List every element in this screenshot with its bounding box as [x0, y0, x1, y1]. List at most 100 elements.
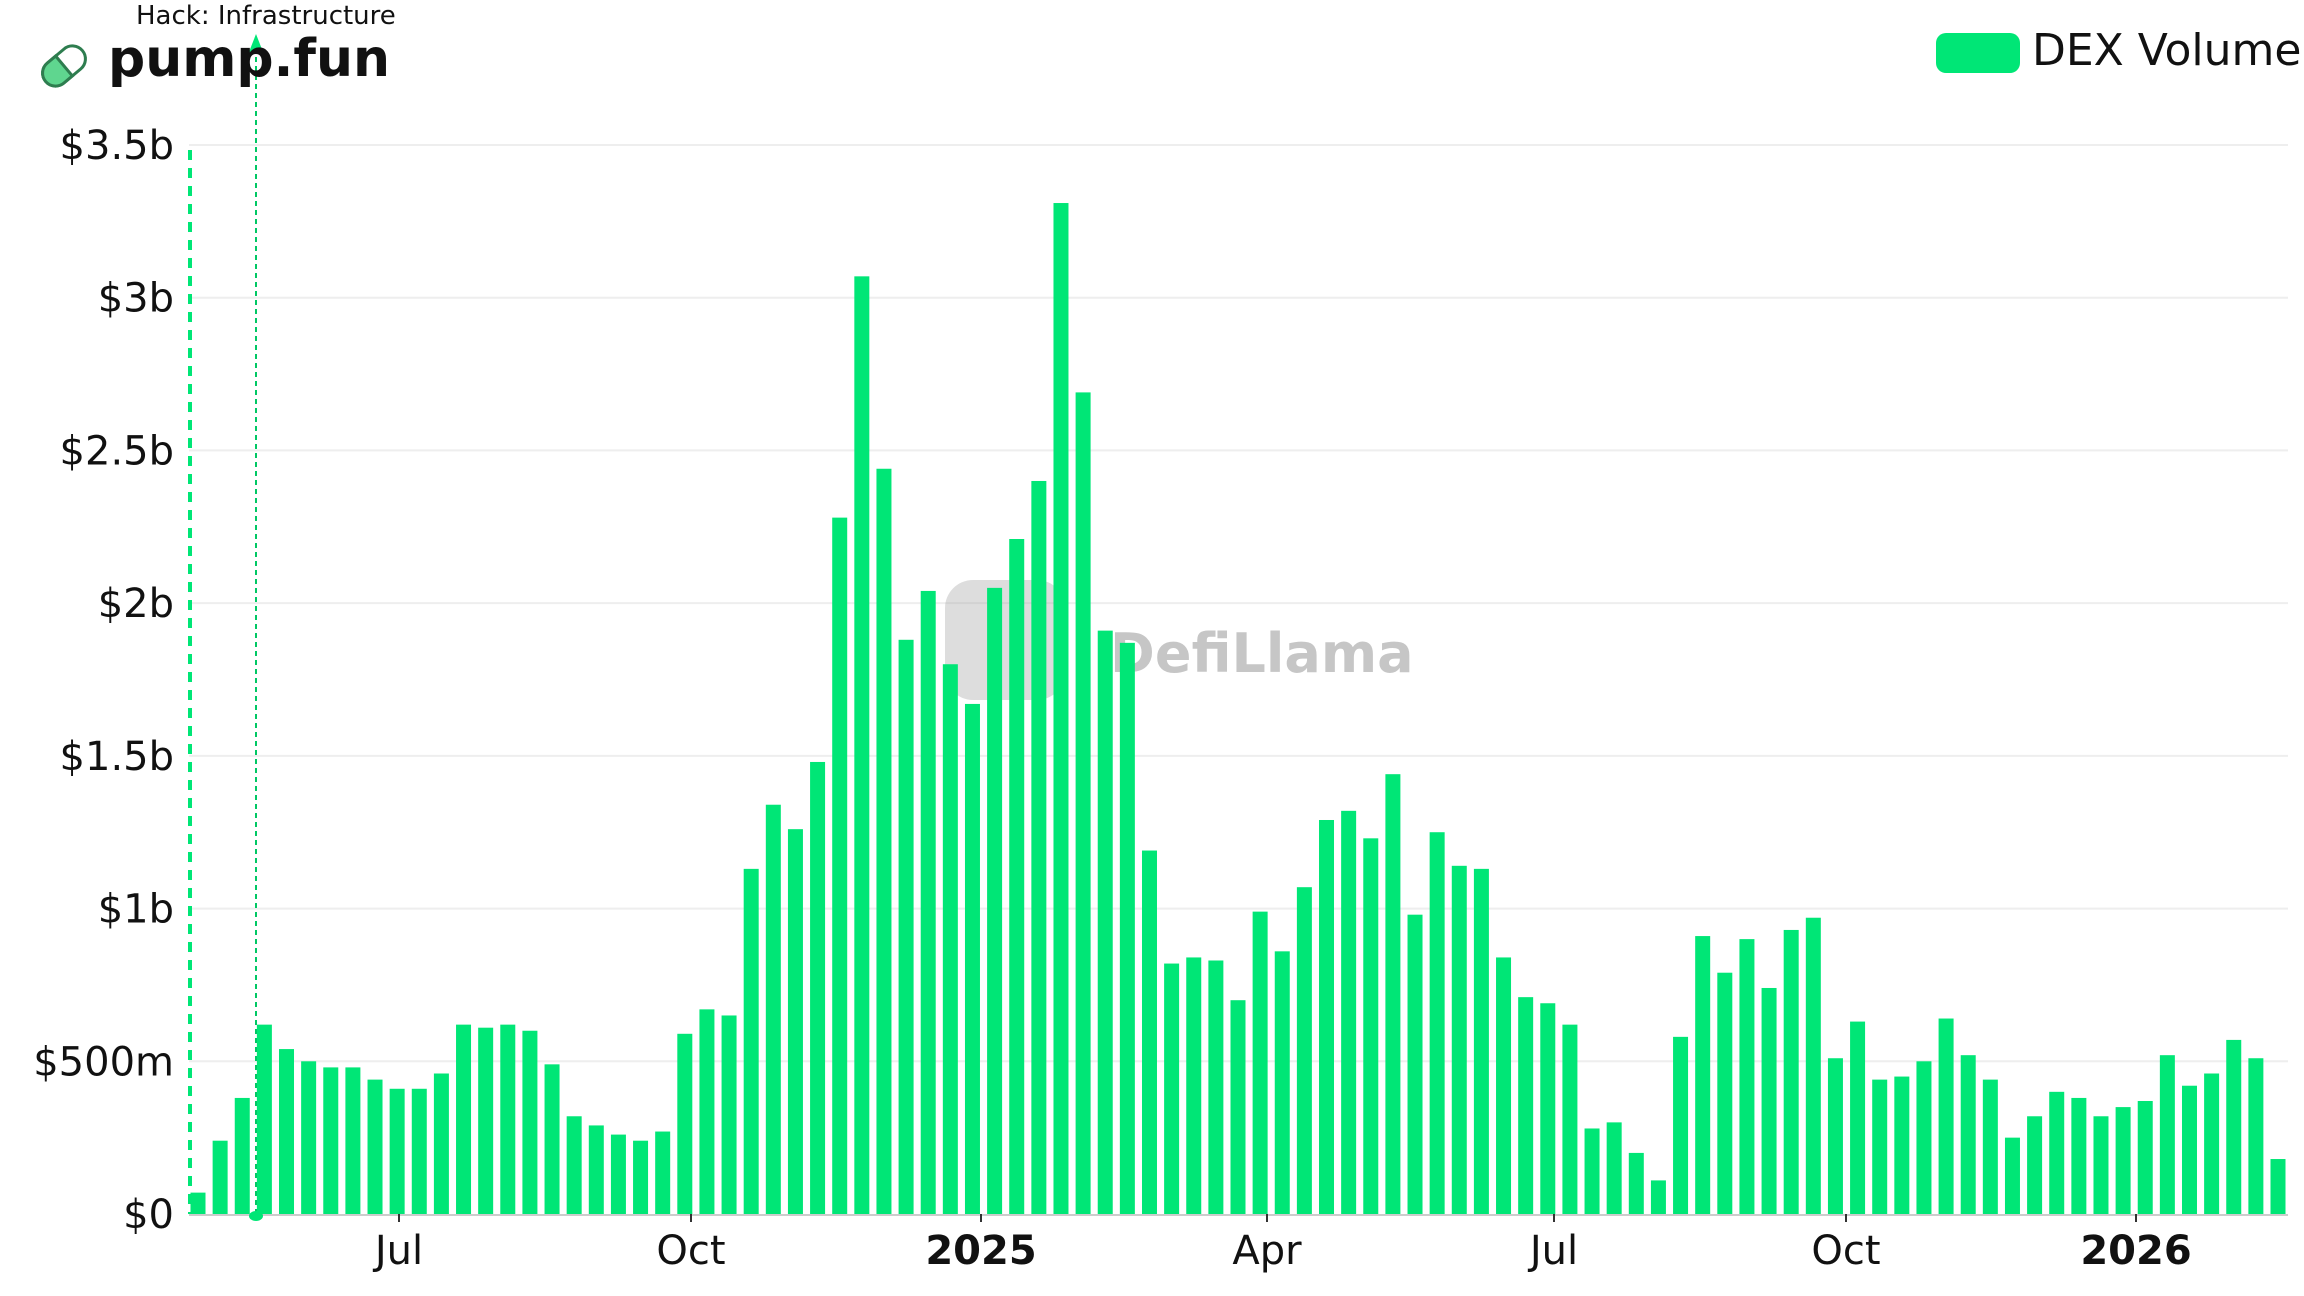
page-title: pump.fun: [108, 29, 390, 89]
bar[interactable]: [1850, 1021, 1866, 1214]
bar[interactable]: [1075, 392, 1091, 1214]
bar[interactable]: [1518, 997, 1534, 1214]
bar[interactable]: [1296, 887, 1312, 1214]
bar[interactable]: [1141, 850, 1157, 1214]
bar[interactable]: [1783, 929, 1799, 1214]
bar[interactable]: [1717, 972, 1733, 1214]
bar[interactable]: [1009, 539, 1025, 1214]
bar[interactable]: [544, 1064, 560, 1214]
bar[interactable]: [1496, 957, 1512, 1214]
bar[interactable]: [1916, 1061, 1932, 1214]
bar[interactable]: [2049, 1091, 2065, 1214]
bar[interactable]: [190, 1192, 206, 1214]
bar[interactable]: [212, 1140, 228, 1214]
bar[interactable]: [1407, 914, 1423, 1214]
legend-label[interactable]: DEX Volume: [2032, 25, 2301, 76]
bar[interactable]: [1827, 1058, 1843, 1214]
bar[interactable]: [1208, 960, 1224, 1214]
bar[interactable]: [500, 1024, 516, 1214]
bar[interactable]: [1186, 957, 1202, 1214]
hack-marker-dot[interactable]: [249, 1211, 263, 1221]
bar[interactable]: [1894, 1076, 1910, 1214]
bar[interactable]: [1274, 951, 1290, 1214]
bar[interactable]: [920, 590, 936, 1214]
bar[interactable]: [743, 868, 759, 1214]
bar[interactable]: [234, 1097, 250, 1214]
bar[interactable]: [1341, 810, 1357, 1214]
x-axis-labels: Jul Oct 2025 Apr Jul Oct 2026: [372, 1214, 2192, 1274]
bar[interactable]: [1230, 1000, 1246, 1214]
bar[interactable]: [1805, 917, 1821, 1214]
bar[interactable]: [345, 1067, 361, 1214]
bar[interactable]: [1628, 1152, 1644, 1214]
bar[interactable]: [1097, 630, 1113, 1214]
bar[interactable]: [1650, 1180, 1666, 1214]
bar[interactable]: [2004, 1137, 2020, 1214]
bar[interactable]: [2226, 1039, 2242, 1214]
bar[interactable]: [522, 1030, 538, 1214]
bar[interactable]: [588, 1125, 604, 1214]
bar[interactable]: [2159, 1055, 2175, 1214]
legend-swatch[interactable]: [1936, 33, 2020, 73]
bar[interactable]: [367, 1079, 383, 1214]
bar[interactable]: [301, 1061, 317, 1214]
bar[interactable]: [832, 517, 848, 1214]
bar[interactable]: [1695, 936, 1711, 1214]
bar[interactable]: [2181, 1085, 2197, 1214]
bar[interactable]: [1761, 987, 1777, 1214]
bar[interactable]: [2204, 1073, 2220, 1214]
bar[interactable]: [478, 1027, 494, 1214]
bar[interactable]: [389, 1088, 405, 1214]
bar[interactable]: [1938, 1018, 1954, 1214]
bar[interactable]: [1606, 1122, 1622, 1214]
bar[interactable]: [699, 1009, 715, 1214]
bar[interactable]: [433, 1073, 449, 1214]
bar[interactable]: [1164, 963, 1180, 1214]
bar[interactable]: [677, 1033, 693, 1214]
bar[interactable]: [2027, 1116, 2043, 1214]
bar[interactable]: [566, 1116, 582, 1214]
bar[interactable]: [2270, 1159, 2286, 1214]
bar[interactable]: [1363, 838, 1379, 1214]
bar[interactable]: [721, 1015, 737, 1214]
bar[interactable]: [633, 1140, 649, 1214]
bar[interactable]: [1673, 1036, 1689, 1214]
bar[interactable]: [1872, 1079, 1888, 1214]
bar[interactable]: [1473, 868, 1489, 1214]
bar[interactable]: [1540, 1003, 1556, 1214]
bar[interactable]: [1960, 1055, 1976, 1214]
bar[interactable]: [854, 276, 870, 1214]
bar[interactable]: [1252, 911, 1268, 1214]
bar[interactable]: [610, 1134, 626, 1214]
bar[interactable]: [765, 804, 781, 1214]
bar[interactable]: [810, 761, 826, 1214]
bar[interactable]: [1739, 939, 1755, 1214]
bar[interactable]: [456, 1024, 472, 1214]
bar[interactable]: [1319, 819, 1335, 1214]
bar[interactable]: [964, 703, 980, 1214]
bar[interactable]: [942, 664, 958, 1214]
bar[interactable]: [2071, 1097, 2087, 1214]
bar[interactable]: [1451, 865, 1467, 1214]
bar[interactable]: [787, 829, 803, 1214]
bar[interactable]: [256, 1024, 272, 1214]
bar[interactable]: [655, 1131, 671, 1214]
bar[interactable]: [987, 587, 1003, 1214]
bar[interactable]: [1982, 1079, 1998, 1214]
bar[interactable]: [2137, 1100, 2153, 1214]
bar[interactable]: [1053, 203, 1069, 1214]
bar[interactable]: [1562, 1024, 1578, 1214]
bar[interactable]: [1584, 1128, 1600, 1214]
bar[interactable]: [1385, 774, 1401, 1214]
bar[interactable]: [2248, 1058, 2264, 1214]
bar[interactable]: [411, 1088, 427, 1214]
bar[interactable]: [1429, 832, 1445, 1214]
bar[interactable]: [898, 639, 914, 1214]
bar[interactable]: [1119, 642, 1135, 1214]
bar[interactable]: [323, 1067, 339, 1214]
bar[interactable]: [279, 1049, 295, 1214]
bar[interactable]: [876, 468, 892, 1214]
bar[interactable]: [1031, 480, 1047, 1214]
bar[interactable]: [2115, 1107, 2131, 1214]
bar[interactable]: [2093, 1116, 2109, 1214]
